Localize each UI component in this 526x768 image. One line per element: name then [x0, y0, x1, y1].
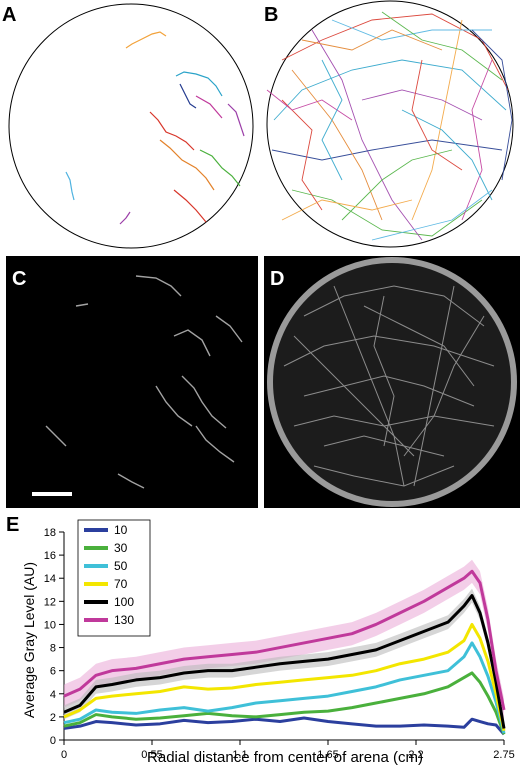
legend-box	[77, 519, 151, 637]
x-tick-label: 1.1	[232, 749, 247, 761]
tracks-image-d	[267, 257, 517, 507]
series-line-30	[63, 671, 506, 735]
legend-label-50: 50	[114, 559, 128, 573]
y-tick-label: 14	[44, 573, 56, 585]
image-panel-c: C	[6, 256, 258, 508]
y-tick-label: 0	[50, 735, 56, 747]
x-tick-label: 0.55	[141, 749, 162, 761]
trajectory-plot-a	[8, 3, 254, 249]
legend-label-70: 70	[114, 577, 128, 591]
trajectory-plot-b	[266, 0, 514, 248]
y-tick-label: 6	[50, 666, 56, 678]
panel-label-a: A	[2, 4, 17, 26]
panel-label-c: C	[12, 268, 27, 290]
y-tick-label: 10	[44, 619, 56, 631]
legend-label-10: 10	[114, 523, 128, 537]
series-line-50	[63, 641, 506, 734]
panel-label-d: D	[270, 268, 285, 290]
y-tick-label: 12	[44, 596, 56, 608]
panel-label-b: B	[264, 4, 279, 26]
y-tick-label: 4	[50, 689, 56, 701]
x-tick-label: 2.2	[408, 749, 423, 761]
x-tick-label: 2.75	[493, 749, 514, 761]
y-tick-label: 16	[44, 550, 56, 562]
y-tick-label: 18	[44, 527, 56, 539]
x-tick-label: 0	[61, 749, 67, 761]
y-tick-label: 2	[50, 712, 56, 724]
gray-level-chart: Average Gray Level (AU) Radial distance …	[21, 519, 515, 766]
legend: 10 30 50 70 100 130	[77, 519, 151, 637]
legend-label-30: 30	[114, 541, 128, 555]
scale-bar	[32, 492, 72, 496]
y-axis-label: Average Gray Level (AU)	[21, 562, 37, 718]
series-130-error-band	[64, 559, 504, 722]
x-tick-label: 1.65	[317, 749, 338, 761]
tracks-image-c	[45, 275, 243, 489]
series-line-100	[63, 594, 506, 729]
x-axis-label: Radial distance from center of arena (cm…	[147, 749, 423, 766]
y-tick-label: 8	[50, 643, 56, 655]
legend-label-100: 100	[114, 595, 134, 609]
panel-label-e: E	[6, 514, 20, 536]
series-line-70	[63, 622, 506, 732]
series-line-130	[63, 569, 506, 711]
series-line-10	[63, 716, 506, 736]
legend-label-130: 130	[114, 613, 134, 627]
image-panel-d: D	[264, 256, 520, 508]
